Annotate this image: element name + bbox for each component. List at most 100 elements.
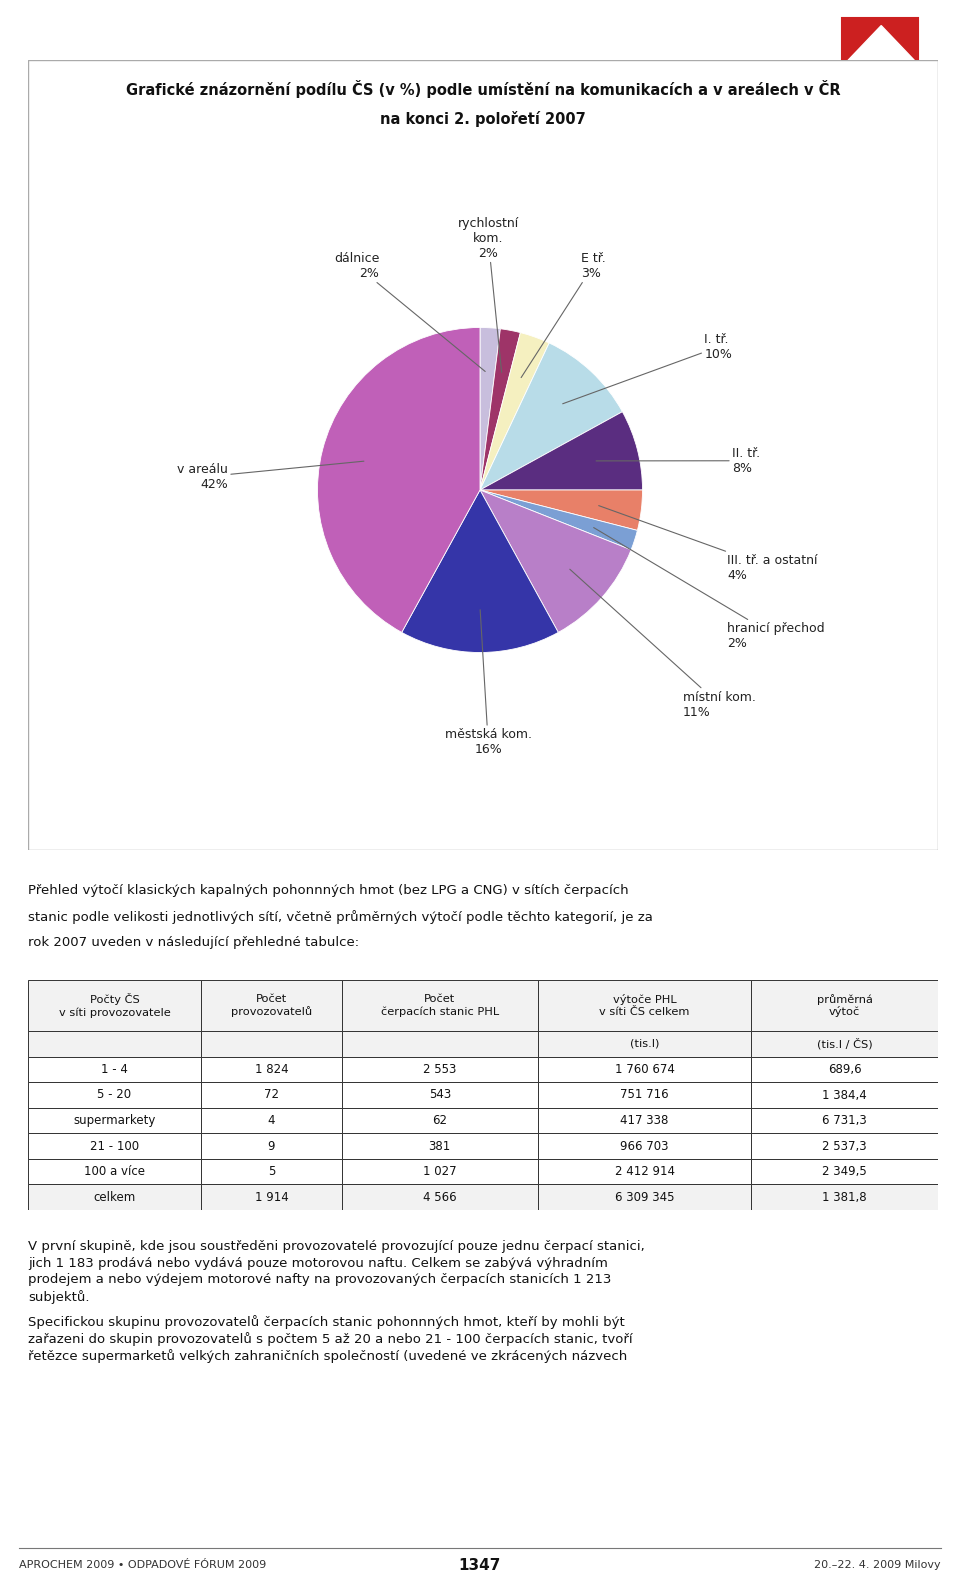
Text: zařazeni do skupin provozovatelů s počtem 5 až 20 a nebo 21 - 100 čerpacích stan: zařazeni do skupin provozovatelů s počte… — [28, 1332, 633, 1346]
Text: 751 716: 751 716 — [620, 1088, 669, 1101]
Bar — [201, 1185, 342, 1210]
Text: 4 566: 4 566 — [423, 1191, 457, 1204]
Text: 1347: 1347 — [459, 1558, 501, 1573]
Wedge shape — [480, 332, 549, 490]
Bar — [342, 979, 538, 1031]
Text: 62: 62 — [432, 1114, 447, 1126]
Text: subjektů.: subjektů. — [28, 1291, 89, 1304]
Bar — [752, 1160, 938, 1185]
Bar — [28, 1031, 201, 1057]
Wedge shape — [401, 490, 559, 652]
Bar — [538, 1107, 752, 1133]
Text: 1 914: 1 914 — [254, 1191, 288, 1204]
Bar — [28, 1082, 201, 1107]
Bar — [538, 1082, 752, 1107]
Bar — [752, 979, 938, 1031]
Bar — [538, 1057, 752, 1082]
Bar — [28, 979, 201, 1031]
Text: 381: 381 — [429, 1139, 451, 1153]
Text: 543: 543 — [429, 1088, 451, 1101]
Text: supermarkety: supermarkety — [73, 1114, 156, 1126]
Text: 4: 4 — [268, 1114, 276, 1126]
Bar — [28, 1133, 201, 1160]
Bar — [752, 1031, 938, 1057]
Text: 689,6: 689,6 — [828, 1063, 861, 1076]
Bar — [538, 1185, 752, 1210]
Text: (tis.l / ČS): (tis.l / ČS) — [817, 1038, 873, 1049]
Bar — [752, 1133, 938, 1160]
Bar — [201, 1107, 342, 1133]
Bar — [342, 1160, 538, 1185]
Text: 2 412 914: 2 412 914 — [614, 1166, 675, 1179]
Wedge shape — [480, 411, 642, 490]
Text: 2 349,5: 2 349,5 — [823, 1166, 867, 1179]
Bar — [538, 1133, 752, 1160]
Bar — [201, 1082, 342, 1107]
Text: 1 384,4: 1 384,4 — [823, 1088, 867, 1101]
Bar — [538, 1031, 752, 1057]
Wedge shape — [480, 490, 631, 633]
Text: III. tř. a ostatní
4%: III. tř. a ostatní 4% — [599, 506, 818, 582]
Bar — [342, 1107, 538, 1133]
Bar — [28, 1057, 201, 1082]
Text: Přehled výtočí klasických kapalných pohonnných hmot (bez LPG a CNG) v sítích čer: Přehled výtočí klasických kapalných poho… — [28, 884, 629, 897]
Text: (tis.l): (tis.l) — [630, 1039, 660, 1049]
Text: 6 731,3: 6 731,3 — [823, 1114, 867, 1126]
Text: E tř.
3%: E tř. 3% — [521, 252, 606, 378]
Bar — [201, 1160, 342, 1185]
Bar — [752, 1082, 938, 1107]
Text: 1 381,8: 1 381,8 — [823, 1191, 867, 1204]
Text: jich 1 183 prodává nebo vydává pouze motorovou naftu. Celkem se zabývá výhradním: jich 1 183 prodává nebo vydává pouze mot… — [28, 1256, 608, 1270]
Text: místní kom.
11%: místní kom. 11% — [570, 570, 756, 718]
Text: rok 2007 uveden v následující přehledné tabulce:: rok 2007 uveden v následující přehledné … — [28, 937, 359, 949]
Text: Specifickou skupinu provozovatelů čerpacích stanic pohonnných hmot, kteří by moh: Specifickou skupinu provozovatelů čerpac… — [28, 1315, 625, 1329]
Text: hranicí přechod
2%: hranicí přechod 2% — [593, 527, 825, 650]
Wedge shape — [480, 490, 642, 530]
Bar — [752, 1057, 938, 1082]
FancyBboxPatch shape — [842, 17, 919, 65]
Text: 966 703: 966 703 — [620, 1139, 669, 1153]
Text: I. tř.
10%: I. tř. 10% — [563, 332, 732, 403]
Bar — [538, 979, 752, 1031]
Text: 417 338: 417 338 — [620, 1114, 669, 1126]
Text: prodejem a nebo výdejem motorové nafty na provozovaných čerpacích stanicích 1 21: prodejem a nebo výdejem motorové nafty n… — [28, 1274, 612, 1286]
Text: Grafické znázornění podílu ČS (v %) podle umístění na komunikacích a v areálech : Grafické znázornění podílu ČS (v %) podl… — [126, 79, 840, 98]
Text: městská kom.
16%: městská kom. 16% — [444, 609, 532, 756]
Bar — [342, 1057, 538, 1082]
Wedge shape — [480, 329, 520, 490]
Bar — [342, 1133, 538, 1160]
Text: 1 027: 1 027 — [423, 1166, 457, 1179]
Bar — [752, 1185, 938, 1210]
Text: stanic podle velikosti jednotlivých sítí, včetně průměrných výtočí podle těchto : stanic podle velikosti jednotlivých sítí… — [28, 910, 653, 924]
Bar — [28, 1185, 201, 1210]
Text: Počet
provozovatelů: Počet provozovatelů — [230, 993, 312, 1017]
Text: II. tř.
8%: II. tř. 8% — [596, 446, 760, 475]
Text: 5: 5 — [268, 1166, 276, 1179]
FancyBboxPatch shape — [28, 60, 938, 850]
Text: rychlostní
kom.
2%: rychlostní kom. 2% — [458, 217, 518, 372]
Text: 1 - 4: 1 - 4 — [101, 1063, 128, 1076]
Text: 2 553: 2 553 — [423, 1063, 456, 1076]
Wedge shape — [318, 327, 480, 633]
Text: celkem: celkem — [93, 1191, 135, 1204]
Text: 9: 9 — [268, 1139, 276, 1153]
Text: Počet
čerpacích stanic PHL: Počet čerpacích stanic PHL — [381, 995, 499, 1017]
Wedge shape — [480, 343, 622, 490]
Text: v areálu
42%: v areálu 42% — [178, 462, 364, 490]
Text: 1 824: 1 824 — [254, 1063, 288, 1076]
Text: V první skupině, kde jsou soustředěni provozovatelé provozující pouze jednu čerp: V první skupině, kde jsou soustředěni pr… — [28, 1240, 645, 1253]
Text: 1 760 674: 1 760 674 — [614, 1063, 675, 1076]
Polygon shape — [848, 25, 915, 60]
Bar — [752, 1107, 938, 1133]
Bar — [342, 1031, 538, 1057]
Text: APROCHEM 2009 • ODPADOVÉ FÓRUM 2009: APROCHEM 2009 • ODPADOVÉ FÓRUM 2009 — [19, 1560, 267, 1571]
Bar — [201, 1057, 342, 1082]
Bar — [28, 1160, 201, 1185]
Bar — [538, 1160, 752, 1185]
Text: 72: 72 — [264, 1088, 279, 1101]
Bar — [342, 1185, 538, 1210]
Text: 100 a více: 100 a více — [84, 1166, 145, 1179]
Text: průměrná
výtoč: průměrná výtoč — [817, 993, 873, 1017]
Bar — [201, 1133, 342, 1160]
Text: na konci 2. polořetí 2007: na konci 2. polořetí 2007 — [380, 111, 586, 127]
